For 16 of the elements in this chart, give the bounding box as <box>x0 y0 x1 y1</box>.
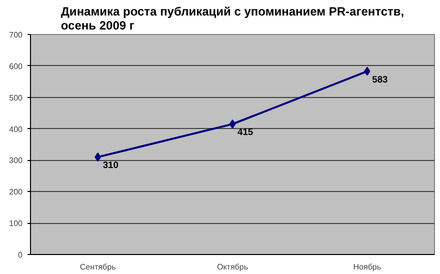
y-tick-label: 200 <box>9 188 24 197</box>
y-tick-label: 500 <box>9 93 24 102</box>
data-label: 583 <box>372 74 388 84</box>
x-tick-label: Октябрь <box>216 262 248 272</box>
data-label: 310 <box>102 160 118 170</box>
x-tick-label: Сентябрь <box>80 262 116 272</box>
y-tick-label: 100 <box>9 219 24 228</box>
y-tick-label: 400 <box>9 124 24 134</box>
y-tick-label: 300 <box>9 156 24 166</box>
y-tick-label: 600 <box>9 62 24 71</box>
data-label: 415 <box>238 127 254 138</box>
y-tick-label: 0 <box>18 250 24 260</box>
point <box>229 120 236 129</box>
chart-title: Динамика роста публикаций с упоминанием PR-агентств, осень 2009 г <box>60 4 404 32</box>
y-tick-label: 700 <box>9 30 24 40</box>
x-tick-label: Ноябрь <box>353 262 382 272</box>
